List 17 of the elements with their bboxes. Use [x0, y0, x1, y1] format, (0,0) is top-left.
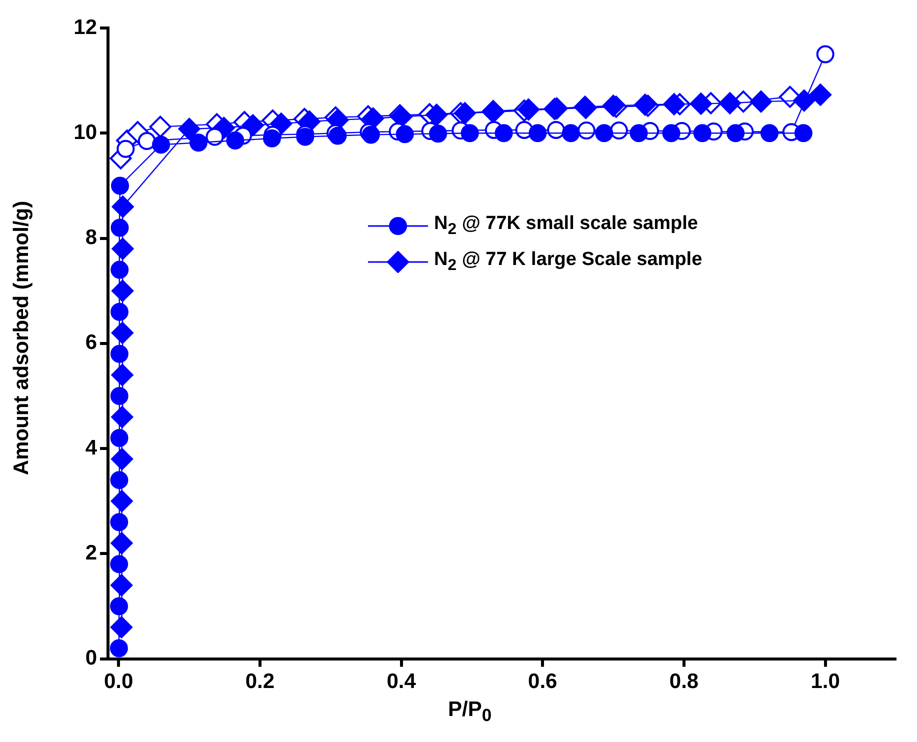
x-tick-label: 0.4 [386, 670, 416, 694]
y-tick-label: 2 [85, 541, 97, 564]
y-tick-label: 12 [74, 16, 97, 39]
x-tick-label: 0.0 [104, 670, 134, 694]
x-tick-label: 0.6 [528, 670, 558, 694]
y-tick-label: 10 [74, 120, 97, 144]
x-tick-label: 0.2 [245, 670, 275, 694]
y-tick-label: 0 [85, 646, 97, 670]
y-tick-label: 8 [85, 226, 98, 250]
y-tick-label: 4 [85, 436, 98, 460]
x-axis-title: P/P$_{0}$ [448, 698, 492, 726]
legend-label: N$_{2}$ @ 77K small scale sample [434, 213, 698, 239]
y-tick-label: 6 [85, 331, 97, 354]
x-tick-label: 0.8 [669, 670, 699, 694]
legend-label: N$_{2}$ @ 77 K large Scale sample [434, 249, 702, 275]
y-axis-title: Amount adsorbed (mmol/g) [10, 200, 34, 476]
x-tick-label: 1.0 [810, 670, 840, 694]
